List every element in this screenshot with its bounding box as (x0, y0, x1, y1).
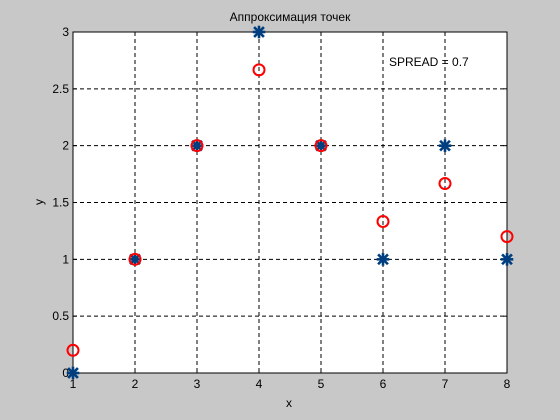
circle-marker (190, 139, 204, 153)
chart-title: Аппроксимация точек (230, 10, 351, 24)
circle-marker (438, 177, 452, 191)
circle-marker (314, 139, 328, 153)
star-marker (128, 253, 142, 266)
y-tick-label: 3 (62, 25, 69, 39)
y-tick-label: 2 (62, 139, 69, 153)
star-stroke (191, 139, 203, 152)
y-axis-label: y (32, 199, 46, 205)
tick-labels: 1 2 3 4 5 6 7 8 0 0.5 1 1.5 2 2.5 3 (52, 25, 510, 391)
star-marker (500, 253, 514, 266)
star-marker (376, 253, 390, 266)
x-tick-label: 5 (318, 377, 325, 391)
x-tick-label: 8 (504, 377, 511, 391)
y-tick-label: 0 (62, 366, 69, 380)
star-stroke (253, 26, 265, 38)
y-tick-label: 2.5 (52, 82, 69, 96)
circle-marker (252, 63, 266, 77)
circle-marker (128, 252, 142, 266)
star-stroke (67, 367, 79, 379)
x-tick-label: 1 (70, 377, 77, 391)
x-tick-label: 6 (380, 377, 387, 391)
star-stroke (129, 253, 141, 266)
circle-marker (500, 230, 514, 244)
grid-lines (73, 32, 507, 373)
star-marker (252, 25, 266, 39)
star-marker (314, 139, 328, 152)
y-tick-label: 1.5 (52, 196, 69, 210)
x-tick-label: 4 (256, 377, 263, 391)
x-tick-label: 2 (132, 377, 139, 391)
data-series (66, 25, 514, 380)
star-stroke (377, 253, 389, 266)
circle-marker (376, 214, 390, 228)
star-stroke (439, 139, 451, 152)
circle-marker (66, 343, 80, 357)
star-stroke (501, 253, 513, 266)
y-tick-label: 1 (62, 252, 69, 266)
star-marker (66, 366, 80, 380)
star-stroke (315, 139, 327, 152)
x-tick-label: 7 (442, 377, 449, 391)
star-marker (438, 139, 452, 152)
y-tick-label: 0.5 (52, 309, 69, 323)
star-marker (190, 139, 204, 152)
spread-annotation: SPREAD = 0.7 (389, 55, 469, 69)
x-axis-label: x (286, 396, 292, 410)
x-tick-label: 3 (194, 377, 201, 391)
